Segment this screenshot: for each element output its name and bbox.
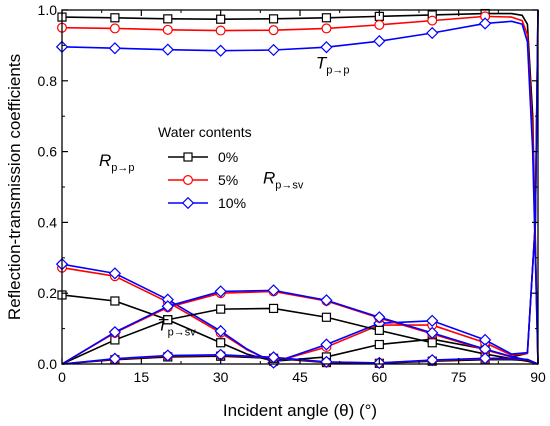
diamond-marker — [373, 311, 386, 324]
y-tick-label: 0.6 — [38, 144, 58, 160]
y-tick-label: 1.0 — [38, 2, 58, 18]
x-tick-label: 15 — [134, 369, 150, 385]
y-tick-label: 0.0 — [38, 356, 58, 372]
square-marker — [321, 312, 332, 322]
diamond-marker — [214, 285, 227, 298]
diamond-marker — [426, 26, 439, 40]
square-marker — [268, 14, 279, 24]
diamond-marker — [181, 196, 195, 210]
series-layer — [55, 8, 539, 370]
annotation-symbol: T — [157, 315, 169, 334]
annotation-subscript: p→p — [326, 64, 349, 76]
tick-labels-layer: 0 15 30 45 60 75 90 0.0 0.2 0.4 0.6 0.8 1.0 — [38, 2, 546, 385]
diamond-marker — [426, 314, 439, 327]
square-marker — [321, 13, 332, 23]
diamond-marker — [108, 325, 122, 339]
legend-entries: 0% 5% 10% — [168, 149, 246, 211]
diamond-marker — [108, 267, 122, 280]
circle-marker — [321, 23, 332, 34]
annotation-subscript: p→sv — [275, 179, 304, 191]
y-tick-label: 0.4 — [38, 214, 58, 230]
square-marker — [268, 303, 279, 314]
x-tick-label: 45 — [292, 369, 308, 385]
diamond-marker — [214, 44, 227, 57]
circle-marker — [427, 15, 438, 26]
diamond-marker — [320, 294, 333, 307]
series-line — [61, 353, 539, 365]
circle-marker — [268, 25, 279, 36]
diamond-marker — [267, 351, 280, 364]
square-marker — [427, 338, 437, 348]
diamond-marker — [108, 42, 122, 55]
x-tick-label: 0 — [58, 369, 66, 385]
circle-marker — [215, 25, 226, 36]
series-line — [61, 12, 539, 365]
diamond-marker — [161, 349, 174, 362]
diamond-marker — [320, 41, 333, 54]
circle-marker — [374, 19, 385, 30]
x-axis-title: Incident angle (θ) (°) — [223, 401, 377, 420]
y-axis-title: Reflection-transmission coefficients — [5, 54, 24, 320]
curve-annotation: Tp→p — [316, 53, 350, 76]
curve-annotation: Rp→sv — [263, 168, 304, 191]
annotation-subscript: p→sv — [168, 326, 197, 338]
legend-label: 10% — [218, 195, 246, 211]
square-marker — [374, 325, 384, 335]
annotation-symbol: T — [316, 53, 328, 72]
circle-marker — [109, 23, 120, 34]
diamond-marker — [478, 17, 492, 30]
circle-marker — [183, 175, 194, 186]
series-tpp-5pct — [56, 11, 539, 365]
square-marker — [183, 152, 193, 162]
square-marker — [163, 14, 173, 24]
x-tick-label: 75 — [451, 369, 467, 385]
series-line — [61, 289, 539, 365]
x-tick-label: 30 — [213, 369, 229, 385]
curve-annotation: Tp→sv — [157, 315, 196, 338]
annotation-symbol: R — [263, 168, 275, 187]
square-marker — [163, 315, 173, 325]
diamond-marker — [267, 43, 280, 57]
circle-marker — [162, 24, 173, 35]
diamond-marker — [267, 284, 280, 297]
diamond-marker — [161, 43, 174, 56]
diamond-marker — [426, 353, 439, 367]
diamond-marker — [373, 35, 386, 48]
legend-title: Water contents — [158, 124, 252, 140]
y-tick-label: 0.8 — [38, 73, 58, 89]
legend-label: 0% — [218, 149, 238, 165]
legend: Water contents 0% 5% 10% — [158, 124, 252, 211]
diamond-marker — [214, 324, 227, 338]
x-tick-label: 90 — [530, 369, 546, 385]
legend-label: 5% — [218, 172, 238, 188]
square-marker — [216, 338, 226, 348]
square-marker — [110, 13, 120, 23]
diamond-marker — [426, 326, 439, 339]
annotation-subscript: p→p — [111, 162, 134, 174]
square-marker — [374, 339, 384, 350]
ticks-layer — [61, 9, 539, 365]
y-tick-label: 0.2 — [38, 285, 58, 301]
square-marker — [216, 14, 226, 24]
diamond-marker — [320, 338, 333, 351]
series-line — [61, 15, 539, 365]
annotation-symbol: R — [99, 151, 111, 170]
x-tick-label: 60 — [372, 369, 388, 385]
series-rpsv-5pct — [61, 286, 539, 365]
diamond-marker — [161, 300, 174, 313]
curve-annotation: Rp→p — [99, 151, 135, 174]
series-line — [61, 20, 539, 365]
square-marker — [216, 304, 226, 314]
square-marker — [110, 296, 120, 306]
